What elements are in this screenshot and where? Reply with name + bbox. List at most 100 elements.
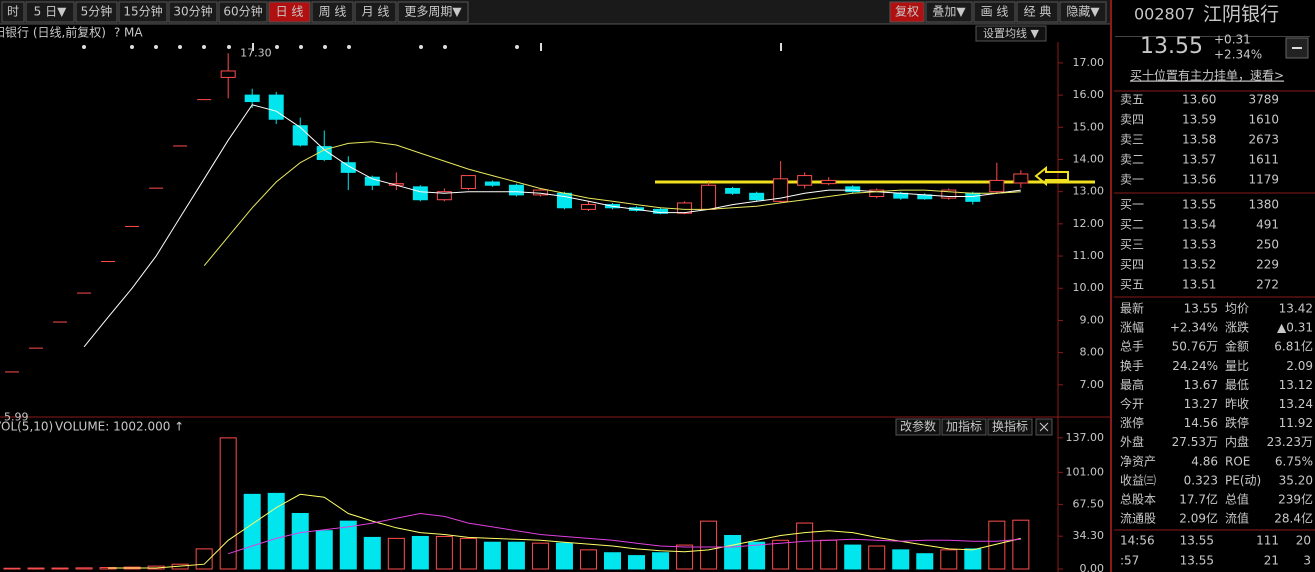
volume-bar bbox=[700, 520, 718, 570]
toolbar-label: 经 典 bbox=[1024, 5, 1052, 19]
volume-bar bbox=[75, 567, 93, 570]
moving-average-line bbox=[203, 141, 1021, 267]
volume-bar bbox=[507, 541, 525, 570]
volume-bar bbox=[27, 567, 45, 570]
order-price: 13.57 bbox=[1182, 153, 1216, 167]
stat-label: 内盘 bbox=[1225, 434, 1249, 449]
toolbar-button[interactable] bbox=[1016, 1, 1059, 23]
toolbar-button[interactable] bbox=[25, 1, 75, 23]
toolbar-button[interactable] bbox=[889, 1, 925, 23]
stat-label: 昨收 bbox=[1225, 397, 1249, 411]
toolbar-button[interactable] bbox=[75, 1, 118, 23]
candle-body bbox=[749, 192, 765, 201]
volume-bar bbox=[51, 567, 69, 570]
toolbar-button[interactable] bbox=[168, 1, 218, 23]
toolbar-button[interactable] bbox=[925, 1, 973, 23]
y-tick-label: 34.30 bbox=[1073, 529, 1105, 542]
moving-average-line bbox=[83, 104, 1021, 348]
stat-label: 流值 bbox=[1225, 511, 1249, 526]
candle-body bbox=[580, 204, 596, 210]
y-tick-label: 67.50 bbox=[1073, 497, 1105, 510]
tick-volume: 111 bbox=[1256, 534, 1279, 548]
toolbar-label: 叠加▼ bbox=[932, 5, 966, 19]
stat-label: 收益㈢ bbox=[1120, 473, 1156, 487]
indicator-button[interactable] bbox=[941, 418, 987, 436]
stat-value: 6.81亿 bbox=[1274, 339, 1313, 354]
toolbar-button[interactable] bbox=[268, 1, 311, 23]
indicator-button-label: 改参数 bbox=[900, 419, 936, 434]
indicator-label: MA bbox=[124, 26, 143, 40]
volume-bar bbox=[964, 548, 982, 570]
stat-value: 13.67 bbox=[1184, 378, 1218, 392]
last-price: 13.55 bbox=[1140, 34, 1203, 59]
order-price: 13.60 bbox=[1182, 93, 1216, 107]
stat-value: 239亿 bbox=[1278, 492, 1313, 507]
indicator-button[interactable] bbox=[895, 418, 941, 436]
extreme-label: 17.30 bbox=[240, 46, 272, 59]
moving-average-line bbox=[108, 493, 1021, 569]
volume-bar bbox=[555, 542, 573, 570]
tick-price: 13.55 bbox=[1180, 554, 1214, 568]
candle-body bbox=[797, 175, 813, 186]
stat-value: 2.09亿 bbox=[1179, 511, 1218, 526]
candle-body bbox=[773, 178, 789, 202]
volume-bar bbox=[315, 530, 333, 570]
order-label: 买一 bbox=[1120, 198, 1144, 212]
toolbar-button[interactable] bbox=[1059, 1, 1107, 23]
price-change-pct: +2.34% bbox=[1214, 48, 1262, 62]
stat-label: 最高 bbox=[1120, 377, 1144, 392]
indicator-button[interactable] bbox=[987, 418, 1033, 436]
extreme-label: 5.99 bbox=[4, 410, 29, 423]
toolbar-button[interactable] bbox=[1, 1, 25, 23]
toolbar-button[interactable] bbox=[311, 1, 354, 23]
toolbar-button[interactable] bbox=[397, 1, 469, 23]
candle-body bbox=[220, 70, 236, 78]
stat-value: 0.323 bbox=[1184, 473, 1218, 487]
volume-bar bbox=[483, 541, 501, 570]
settings-button[interactable] bbox=[975, 25, 1047, 42]
toolbar-label: 隐藏▼ bbox=[1066, 5, 1100, 19]
toolbar-button[interactable] bbox=[118, 1, 168, 23]
candle-body bbox=[292, 125, 308, 146]
volume-bar bbox=[820, 539, 838, 570]
y-tick-label: 13.00 bbox=[1073, 185, 1105, 198]
toolbar-button[interactable] bbox=[973, 1, 1016, 23]
toolbar-label: 复权 bbox=[895, 5, 919, 19]
order-label: 买三 bbox=[1120, 238, 1144, 252]
volume-bar bbox=[339, 520, 357, 570]
volume-bar bbox=[724, 535, 742, 570]
volume-bar bbox=[892, 549, 910, 570]
stock-name: 江阴银行 bbox=[1203, 4, 1279, 26]
candle-body bbox=[364, 176, 380, 186]
toolbar-label: 更多周期▼ bbox=[404, 5, 462, 19]
tick-count: 20 bbox=[1296, 534, 1311, 548]
volume-bar bbox=[387, 537, 405, 570]
y-tick-label: 14.00 bbox=[1073, 152, 1105, 165]
toolbar-label: 月 线 bbox=[362, 5, 390, 19]
notice-link[interactable]: 买十位置有主力挂单，速看> bbox=[1130, 68, 1284, 83]
toolbar-button[interactable] bbox=[354, 1, 397, 23]
order-label: 买二 bbox=[1120, 218, 1144, 232]
indicator-button-label: 换指标 bbox=[992, 419, 1028, 434]
y-tick-label: 9.00 bbox=[1080, 313, 1105, 326]
price-change: +0.31 bbox=[1214, 33, 1251, 47]
order-label: 卖四 bbox=[1120, 113, 1144, 127]
stat-value: 17.7亿 bbox=[1179, 492, 1218, 507]
help-icon[interactable]: ? bbox=[114, 26, 120, 40]
candle-body bbox=[460, 175, 476, 189]
y-tick-label: 16.00 bbox=[1073, 88, 1105, 101]
close-icon bbox=[1039, 422, 1049, 432]
stat-label: 涨幅 bbox=[1120, 320, 1144, 335]
toolbar-button[interactable] bbox=[218, 1, 268, 23]
order-volume: 1179 bbox=[1248, 173, 1279, 187]
stat-value: 23.23万 bbox=[1267, 435, 1313, 449]
stat-value: 27.53万 bbox=[1172, 435, 1218, 449]
tick-time: 14:56 bbox=[1120, 534, 1155, 548]
y-tick-label: 10.00 bbox=[1073, 281, 1105, 294]
stat-label: 今开 bbox=[1120, 396, 1144, 411]
tick-price: 13.55 bbox=[1180, 534, 1214, 548]
stat-value: ▲0.31 bbox=[1277, 321, 1313, 335]
toolbar-label: 周 线 bbox=[319, 5, 347, 19]
volume-bar bbox=[844, 544, 862, 570]
volume-bar bbox=[652, 552, 670, 570]
